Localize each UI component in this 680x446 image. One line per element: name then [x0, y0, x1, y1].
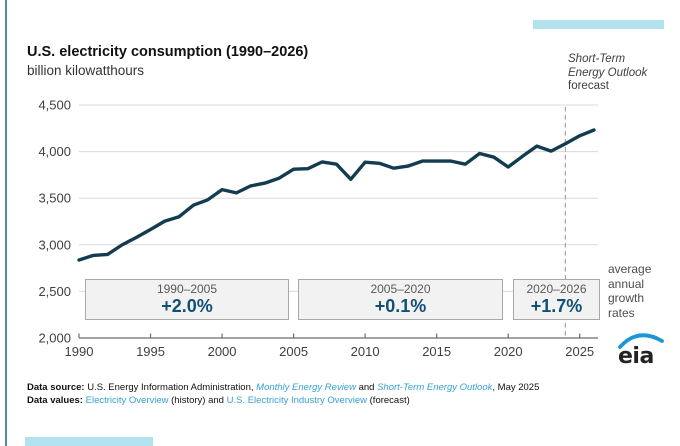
- growth-box-rate: +2.0%: [161, 296, 213, 316]
- growth-box-rate: +0.1%: [374, 296, 427, 316]
- footer-text: (forecast): [367, 394, 410, 406]
- bottom-teal-bar: [25, 437, 153, 446]
- forecast-label-line2: Energy Outlook: [568, 66, 648, 79]
- link-monthly-energy-review[interactable]: Monthly Energy Review: [256, 382, 356, 393]
- top-teal-bar: [533, 20, 664, 29]
- x-tick-label: 1995: [136, 344, 165, 359]
- x-tick-label: 2010: [351, 344, 380, 359]
- x-tick-label: 2015: [422, 344, 451, 359]
- growth-note: average annual growth rates: [608, 262, 652, 320]
- page-title: U.S. electricity consumption (1990–2026): [27, 44, 309, 60]
- y-tick-label: 2,500: [38, 284, 71, 299]
- growth-box-period: 2020–2026: [526, 282, 587, 296]
- footer-date: , May 2025: [492, 382, 540, 393]
- eia-swoosh-icon: [618, 333, 664, 349]
- growth-box-period: 2005–2020: [370, 282, 431, 296]
- y-tick-label: 2,000: [38, 331, 71, 346]
- y-tick-label: 3,500: [38, 191, 71, 206]
- footer-text: (history) and: [168, 394, 227, 406]
- data-values-label: Data values:: [27, 394, 86, 406]
- forecast-label-line3: forecast: [568, 80, 609, 92]
- forecast-label-line1: Short-Term: [568, 53, 626, 65]
- x-tick-label: 2000: [208, 344, 237, 359]
- x-tick-label: 2025: [565, 344, 594, 359]
- x-tick-label: 1990: [65, 344, 94, 359]
- growth-box-2020-2026: 2020–2026 +1.7%: [513, 279, 600, 320]
- footer-line-source: Data source: U.S. Energy Information Adm…: [27, 382, 539, 395]
- eia-logo-text: eia: [618, 344, 654, 368]
- left-accent-bar: [5, 0, 7, 446]
- link-us-electricity-industry-overview[interactable]: U.S. Electricity Industry Overview: [226, 394, 367, 406]
- data-source-label: Data source:: [27, 382, 88, 393]
- footer: Data source: U.S. Energy Information Adm…: [27, 382, 539, 407]
- eia-logo: eia: [616, 330, 668, 369]
- y-tick-label: 3,000: [38, 237, 71, 252]
- data-source-text: U.S. Energy Information Administration,: [87, 382, 257, 393]
- link-electricity-overview[interactable]: Electricity Overview: [85, 394, 169, 406]
- growth-box-1990-2005: 1990–2005 +2.0%: [85, 279, 289, 320]
- y-tick-label: 4,500: [38, 98, 71, 113]
- footer-line-values: Data values: Electricity Overview (histo…: [27, 395, 539, 408]
- eia-logo-graphic: eia: [618, 333, 664, 369]
- page-subtitle: billion kilowatthours: [27, 63, 145, 78]
- x-tick-label: 2005: [279, 344, 308, 359]
- consumption-line-series: [77, 128, 596, 262]
- forecast-label: Short-Term Energy Outlook forecast: [568, 53, 673, 94]
- growth-box-period: 1990–2005: [156, 282, 218, 296]
- footer-text: and: [355, 382, 378, 393]
- link-short-term-energy-outlook[interactable]: Short-Term Energy Outlook: [377, 382, 493, 393]
- growth-box-2005-2020: 2005–2020 +0.1%: [298, 279, 503, 320]
- growth-box-rate: +1.7%: [530, 296, 583, 316]
- x-tick-label: 2020: [494, 344, 523, 359]
- y-tick-label: 4,000: [38, 144, 71, 159]
